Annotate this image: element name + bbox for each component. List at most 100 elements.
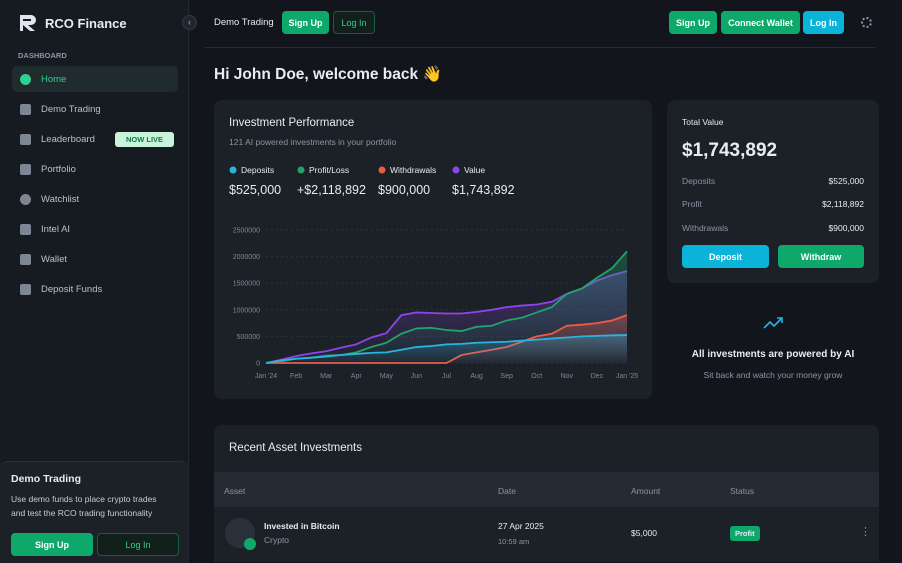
- nav-icon: [20, 194, 31, 205]
- nav-icon: [20, 74, 31, 85]
- x-tick-label: Oct: [531, 373, 542, 380]
- table-card: Recent Asset Investments Asset Date Amou…: [214, 425, 879, 562]
- legend-total: $900,000: [378, 183, 430, 197]
- x-tick-label: Jan '25: [616, 373, 638, 380]
- collapse-button[interactable]: ‹: [182, 15, 197, 30]
- nav-item[interactable]: Watchlist: [41, 194, 80, 205]
- asset-badge: [244, 538, 256, 550]
- y-tick-label: 2500000: [233, 228, 260, 235]
- nav-icon: [20, 104, 31, 115]
- settings-icon[interactable]: [861, 17, 872, 28]
- section-label: DASHBOARD: [18, 51, 67, 60]
- nav-item[interactable]: Wallet: [41, 254, 68, 265]
- x-tick-label: Dec: [591, 373, 604, 380]
- x-tick-label: Jun: [411, 373, 422, 380]
- nav-item[interactable]: Portfolio: [41, 164, 76, 175]
- legend-total: +$2,118,892: [297, 183, 366, 197]
- status-badge: Profit: [730, 526, 760, 541]
- row-menu[interactable]: ⋮: [860, 526, 871, 538]
- nav-icon: [20, 284, 31, 295]
- area: [266, 335, 627, 363]
- total-card: Total Value $1,743,892 Deposits $525,000…: [667, 100, 879, 283]
- trend-icon: [763, 317, 783, 329]
- connect-wallet-button[interactable]: Connect Wallet: [721, 11, 800, 34]
- y-tick-label: 1000000: [233, 307, 260, 314]
- row-value: $900,000: [828, 223, 864, 233]
- x-tick-label: Jul: [442, 373, 451, 380]
- x-tick-label: Feb: [290, 373, 302, 380]
- row-label: Withdrawals: [682, 223, 729, 233]
- nav-icon: [20, 224, 31, 235]
- row-value: $525,000: [828, 176, 864, 186]
- ai-subtitle: Sit back and watch your money grow: [703, 370, 843, 380]
- total-value: $1,743,892: [682, 140, 778, 161]
- row-label: Profit: [682, 199, 702, 209]
- legend-dot: [452, 166, 460, 174]
- table-header: [214, 472, 879, 507]
- demo-text: Use demo funds to place crypto trades: [11, 494, 157, 504]
- row-value: $2,118,892: [822, 199, 864, 209]
- line: [265, 250, 628, 364]
- legend-dot: [297, 166, 305, 174]
- legend-dot: [378, 166, 386, 174]
- nav-icon: [20, 164, 31, 175]
- sidebar: RCO Finance ‹ DASHBOARD Home Demo Tradin…: [0, 0, 197, 563]
- ai-title: All investments are powered by AI: [691, 349, 855, 360]
- legend-total: $525,000: [229, 183, 281, 197]
- header-cell: Asset: [224, 486, 246, 496]
- legend-label: Profit/Loss: [309, 165, 349, 175]
- nav-item[interactable]: Deposit Funds: [41, 284, 103, 295]
- table-title: Recent Asset Investments: [229, 442, 362, 454]
- withdraw-button[interactable]: Withdraw: [778, 245, 864, 268]
- card-title: Investment Performance: [229, 117, 355, 129]
- x-tick-label: Apr: [351, 373, 363, 380]
- total-label: Total Value: [682, 117, 724, 127]
- time: 10:59 am: [498, 537, 530, 546]
- x-tick-label: Nov: [561, 373, 574, 380]
- brand: RCO Finance: [45, 16, 127, 31]
- active-nav-bg: [12, 66, 178, 92]
- legend-total: $1,743,892: [452, 183, 515, 197]
- nav-item[interactable]: Intel AI: [41, 224, 71, 235]
- demo-box: Demo Trading Use demo funds to place cry…: [0, 461, 188, 563]
- divider: [205, 47, 875, 48]
- nav-item[interactable]: Demo Trading: [41, 104, 101, 115]
- nav-icon: [20, 254, 31, 265]
- legend-label: Value: [464, 165, 485, 175]
- nav-item[interactable]: Leaderboard: [41, 134, 95, 145]
- legend-dot: [229, 166, 237, 174]
- header-cell: Date: [498, 486, 516, 496]
- demo-text: and test the RCO trading functionality: [11, 508, 153, 518]
- header-cell: Amount: [631, 486, 661, 496]
- y-tick-label: 2000000: [233, 254, 260, 261]
- greeting: Hi John Doe, welcome back 👋: [214, 66, 442, 83]
- date: 27 Apr 2025: [498, 521, 544, 531]
- x-tick-label: Sep: [500, 373, 513, 380]
- sign-up-button[interactable]: Sign Up: [669, 11, 717, 34]
- logo: [20, 15, 36, 31]
- badge: NOW LIVE: [115, 132, 174, 147]
- card-subtitle: 121 AI powered investments in your portf…: [229, 137, 397, 147]
- asset-name: Invested in Bitcoin: [264, 521, 340, 531]
- demo-title: Demo Trading: [11, 473, 82, 485]
- sign-up-button[interactable]: Sign Up: [11, 533, 93, 556]
- x-tick-label: Mar: [320, 373, 333, 380]
- log-in-button[interactable]: Log In: [97, 533, 179, 556]
- asset-type: Crypto: [264, 535, 290, 545]
- nav-item[interactable]: Home: [41, 74, 67, 85]
- header-cell: Status: [730, 486, 755, 496]
- area: [266, 251, 627, 363]
- log-in-button[interactable]: Log In: [803, 11, 844, 34]
- nav-icon: [20, 134, 31, 145]
- y-tick-label: 1500000: [233, 281, 260, 288]
- topbar-label: Demo Trading: [214, 17, 274, 28]
- x-tick-label: May: [380, 373, 394, 380]
- x-tick-label: Jan '24: [255, 373, 277, 380]
- sign-up-button[interactable]: Sign Up: [282, 11, 329, 34]
- line: [265, 334, 628, 364]
- y-tick-label: 0: [256, 361, 260, 368]
- row-label: Deposits: [682, 176, 716, 186]
- deposit-button[interactable]: Deposit: [682, 245, 769, 268]
- log-in-button[interactable]: Log In: [333, 11, 375, 34]
